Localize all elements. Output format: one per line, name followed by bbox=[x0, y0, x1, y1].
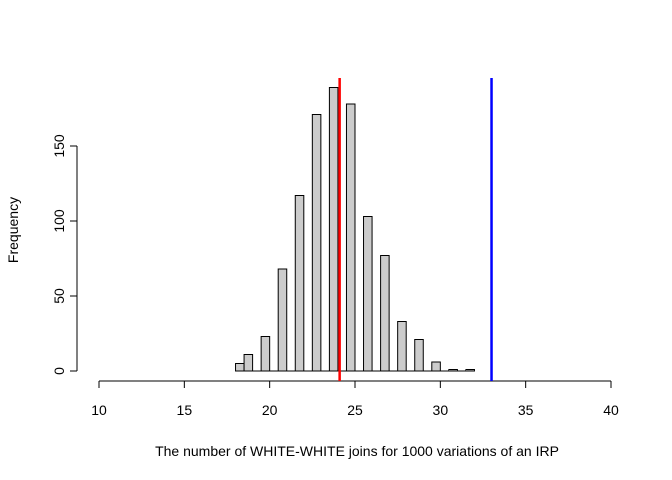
histogram-bar bbox=[311, 114, 322, 372]
y-tick-label: 50 bbox=[51, 288, 67, 304]
x-tick-label: 30 bbox=[433, 402, 449, 418]
reference-lines bbox=[338, 78, 493, 381]
x-tick-label: 20 bbox=[262, 402, 278, 418]
histogram-bar bbox=[260, 336, 271, 372]
y-axis: 0 50 100 150 bbox=[51, 134, 78, 375]
y-tick-label: 150 bbox=[51, 134, 67, 158]
x-tick-label: 10 bbox=[91, 402, 107, 418]
x-tick-label: 15 bbox=[177, 402, 193, 418]
histogram-bar bbox=[328, 87, 339, 372]
x-tick-label: 35 bbox=[518, 402, 534, 418]
histogram-bar bbox=[235, 363, 245, 372]
histogram-bar bbox=[414, 339, 424, 372]
histogram-bar bbox=[277, 268, 288, 372]
histogram-bar bbox=[380, 255, 390, 372]
histogram-bar bbox=[397, 321, 407, 372]
histogram-bar bbox=[345, 103, 356, 372]
y-tick-label: 0 bbox=[51, 367, 67, 375]
x-axis: 10 15 20 25 30 35 40 bbox=[91, 380, 619, 418]
histogram-bar bbox=[294, 195, 305, 372]
histogram-bar bbox=[243, 354, 254, 372]
y-tick-label: 100 bbox=[51, 209, 67, 233]
histogram-bar bbox=[431, 361, 441, 372]
y-axis-label: Frequency bbox=[5, 197, 21, 263]
x-tick-label: 25 bbox=[347, 402, 363, 418]
bars bbox=[235, 87, 475, 372]
histogram-bar bbox=[363, 216, 373, 372]
x-tick-label: 40 bbox=[603, 402, 619, 418]
x-axis-label: The number of WHITE-WHITE joins for 1000… bbox=[155, 443, 559, 459]
